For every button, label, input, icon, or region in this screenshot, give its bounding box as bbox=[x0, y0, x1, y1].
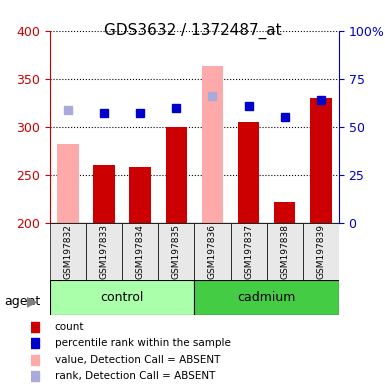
Bar bbox=[129, 167, 151, 223]
Text: ▶: ▶ bbox=[27, 295, 38, 308]
Text: rank, Detection Call = ABSENT: rank, Detection Call = ABSENT bbox=[55, 371, 215, 381]
Text: count: count bbox=[55, 322, 84, 332]
Text: cadmium: cadmium bbox=[238, 291, 296, 304]
Text: GSM197835: GSM197835 bbox=[172, 224, 181, 279]
Bar bbox=[310, 98, 331, 223]
FancyBboxPatch shape bbox=[231, 223, 266, 280]
Text: control: control bbox=[100, 291, 144, 304]
FancyBboxPatch shape bbox=[86, 223, 122, 280]
Bar bbox=[202, 66, 223, 223]
FancyBboxPatch shape bbox=[122, 223, 158, 280]
FancyBboxPatch shape bbox=[266, 223, 303, 280]
Bar bbox=[94, 165, 115, 223]
Text: agent: agent bbox=[4, 295, 40, 308]
FancyBboxPatch shape bbox=[194, 223, 231, 280]
Bar bbox=[57, 144, 79, 223]
Bar bbox=[274, 202, 296, 223]
Bar bbox=[166, 127, 187, 223]
Text: GSM197837: GSM197837 bbox=[244, 224, 253, 279]
Text: percentile rank within the sample: percentile rank within the sample bbox=[55, 338, 230, 348]
FancyBboxPatch shape bbox=[50, 223, 86, 280]
Text: GSM197839: GSM197839 bbox=[316, 224, 325, 279]
Text: value, Detection Call = ABSENT: value, Detection Call = ABSENT bbox=[55, 354, 220, 364]
Bar bbox=[238, 122, 259, 223]
Text: GSM197836: GSM197836 bbox=[208, 224, 217, 279]
FancyBboxPatch shape bbox=[194, 280, 339, 315]
Text: GSM197833: GSM197833 bbox=[100, 224, 109, 279]
Text: GDS3632 / 1372487_at: GDS3632 / 1372487_at bbox=[104, 23, 281, 39]
Text: GSM197832: GSM197832 bbox=[64, 224, 73, 279]
FancyBboxPatch shape bbox=[50, 280, 194, 315]
Text: GSM197834: GSM197834 bbox=[136, 224, 145, 279]
Text: GSM197838: GSM197838 bbox=[280, 224, 289, 279]
FancyBboxPatch shape bbox=[158, 223, 194, 280]
FancyBboxPatch shape bbox=[303, 223, 339, 280]
